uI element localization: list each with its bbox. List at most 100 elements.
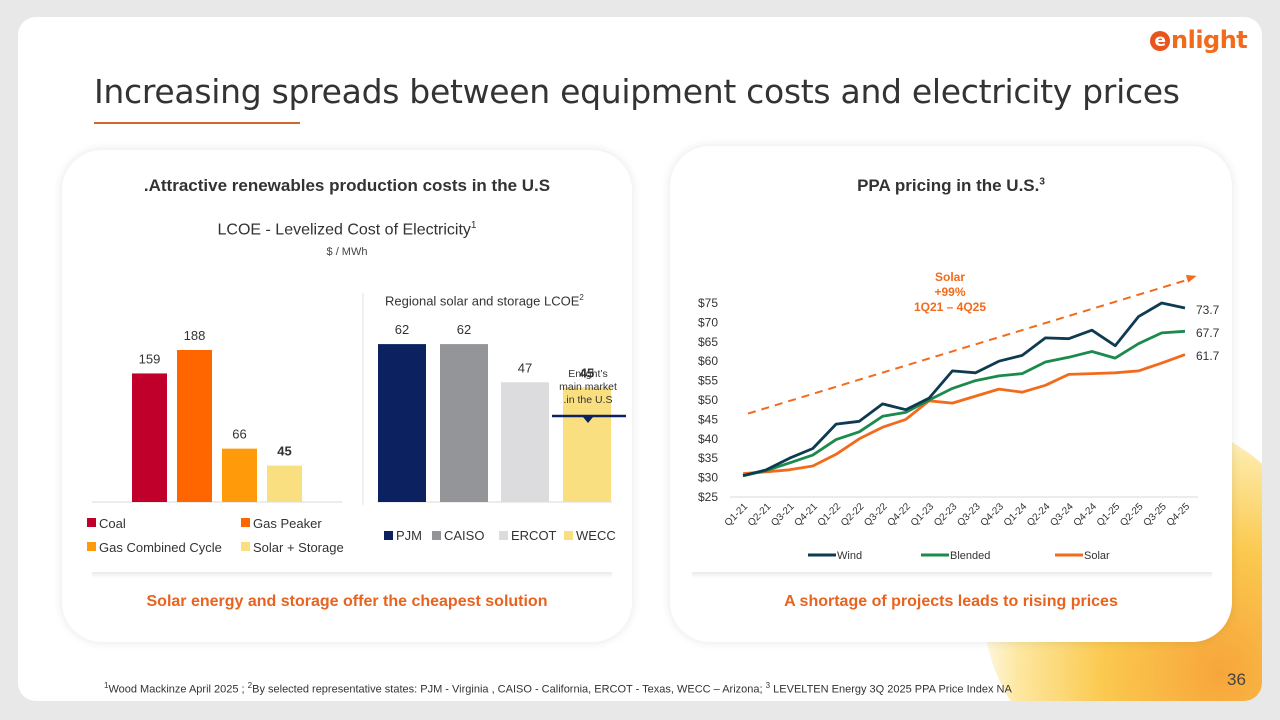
end-value-label: 61.7	[1196, 349, 1220, 363]
y-tick-label: $45	[698, 412, 718, 426]
lcoe-card-footer: Solar energy and storage offer the cheap…	[146, 593, 548, 610]
y-tick-label: $65	[698, 335, 718, 349]
footnote-mark: 3	[765, 681, 771, 690]
callout-pointer-icon	[583, 417, 593, 423]
x-tick-label: Q4-24	[1072, 501, 1100, 529]
footnote-ref: 1	[470, 220, 477, 231]
data-label: 45	[580, 365, 594, 380]
ppa-card-heading: PPA pricing in the U.S.3	[670, 176, 1232, 196]
legend-swatch	[87, 542, 96, 551]
legend-swatch	[499, 531, 508, 540]
footnote-text: Wood Mackinze April 2025 ;	[108, 683, 248, 696]
lcoe-chart-title-text: LCOE - Levelized Cost of Electricity	[217, 221, 471, 239]
footnote-text: By selected representative states: PJM -…	[252, 683, 766, 696]
data-label: 45	[277, 444, 291, 459]
data-label: 159	[139, 351, 161, 366]
x-tick-label: Q1-22	[816, 501, 844, 529]
x-tick-label: Q2-22	[839, 501, 867, 529]
legend-label: PJM	[396, 528, 422, 543]
x-tick-label: Q2-21	[746, 501, 774, 529]
bar-ercot	[501, 382, 549, 502]
x-tick-label: Q1-25	[1095, 501, 1123, 529]
x-tick-label: Q1-21	[723, 501, 751, 529]
legend-label: WECC	[576, 528, 616, 543]
divider	[692, 572, 1212, 578]
ppa-line-chart: $25$30$35$40$45$50$55$60$65$70$75Q1-21Q2…	[698, 274, 1220, 562]
annotation-line: +99%	[934, 285, 966, 299]
legend-swatch	[564, 531, 573, 540]
legend-label: Solar + Storage	[253, 540, 344, 555]
bar-coal	[132, 373, 167, 502]
y-tick-label: $50	[698, 393, 718, 407]
regional-title-text: Regional solar and storage LCOE	[385, 293, 580, 309]
series-wind	[742, 301, 1186, 478]
bar-wecc	[563, 387, 611, 502]
x-tick-label: Q3-21	[769, 501, 797, 529]
x-tick-label: Q2-24	[1025, 501, 1053, 529]
ppa-card-footer: A shortage of projects leads to rising p…	[784, 593, 1118, 610]
legend-label: Blended	[950, 550, 990, 562]
divider	[92, 572, 612, 578]
y-tick-label: $30	[698, 471, 718, 485]
legend-swatch	[384, 531, 393, 540]
y-tick-label: $60	[698, 354, 718, 368]
lcoe-unit: $ / MWh	[326, 246, 368, 258]
solar-growth-annotation: Solar +99% 1Q21 – 4Q25	[895, 270, 1005, 315]
bar-pjm	[378, 344, 426, 502]
footnote-ref: 2	[579, 293, 584, 302]
end-value-label: 73.7	[1196, 303, 1220, 317]
legend-label: Coal	[99, 516, 126, 531]
annotation-line: Solar	[934, 270, 965, 284]
y-tick-label: $70	[698, 315, 718, 329]
legend-swatch	[241, 542, 250, 551]
lcoe-chart-title: LCOE - Levelized Cost of Electricity1	[62, 220, 632, 239]
logo-initial: e	[1150, 31, 1170, 51]
data-label: 66	[232, 427, 246, 442]
lcoe-bar-chart: 159 188 66 45 Coal Gas Peaker Gas Combined Cyc…	[87, 328, 344, 555]
x-tick-label: Q4-23	[979, 501, 1007, 529]
footnote-mark: 2	[247, 681, 253, 690]
legend-label: Gas Combined Cycle	[99, 540, 222, 555]
y-tick-label: $55	[698, 374, 718, 388]
regional-chart-title: Regional solar and storage LCOE2	[385, 293, 584, 308]
legend-label: Gas Peaker	[253, 516, 322, 531]
bar-gas-peaker	[177, 350, 212, 502]
x-tick-label: Q4-22	[886, 501, 914, 529]
x-tick-label: Q4-25	[1165, 501, 1193, 529]
legend-label: Solar	[1084, 550, 1110, 562]
bar-solar-storage	[267, 465, 302, 502]
legend-label: CAISO	[444, 528, 484, 543]
end-value-label: 67.7	[1196, 326, 1220, 340]
footnote-mark: 1	[104, 681, 109, 690]
legend-swatch	[87, 518, 96, 527]
logo-text: nlight	[1171, 26, 1248, 54]
bar-caiso	[440, 344, 488, 502]
page-number: 36	[1227, 670, 1246, 689]
lcoe-card-heading: .Attractive renewables production costs …	[143, 176, 551, 195]
annotation-line: 1Q21 – 4Q25	[913, 300, 987, 314]
x-tick-label: Q1-24	[1002, 501, 1030, 529]
legend-label: Wind	[837, 550, 862, 562]
x-tick-label: Q1-23	[909, 501, 937, 529]
y-tick-label: $40	[698, 432, 718, 446]
x-tick-label: Q3-24	[1048, 501, 1076, 529]
enlight-market-callout: Enlight’s main market .in the U.S	[548, 368, 628, 407]
callout-line: Enlight’s	[568, 368, 608, 380]
y-tick-label: $75	[698, 296, 718, 310]
x-tick-label: Q3-25	[1141, 501, 1169, 529]
title-underline	[94, 122, 300, 124]
bar-gas-combined-cycle	[222, 448, 257, 502]
x-tick-label: Q2-25	[1118, 501, 1146, 529]
callout-line: .in the U.S	[563, 394, 613, 406]
series-blended	[742, 329, 1186, 478]
ppa-heading-text: PPA pricing in the U.S.	[857, 176, 1040, 195]
x-tick-label: Q4-21	[792, 501, 820, 529]
x-tick-label: Q2-23	[932, 501, 960, 529]
legend-label: ERCOT	[511, 528, 557, 543]
footnote-ref: 3	[1039, 176, 1045, 188]
callout-line: main market	[559, 381, 617, 393]
y-tick-label: $25	[698, 490, 718, 504]
footnote-text: LEVELTEN Energy 3Q 2025 PPA Price Index …	[770, 683, 1012, 696]
regional-lcoe-bar-chart: 62 62 47 45 PJM CAISO ERCOT WECC	[362, 293, 626, 543]
